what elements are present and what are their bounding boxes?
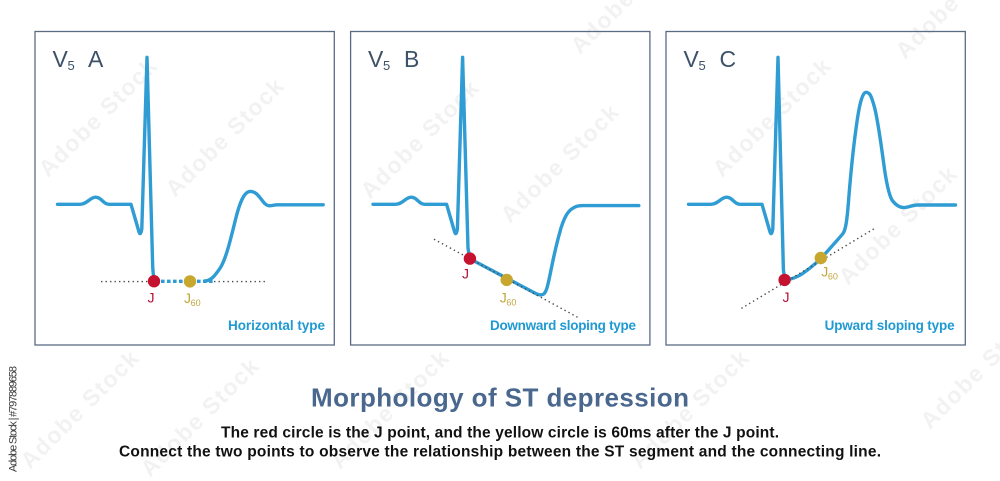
svg-text:Upward sloping type: Upward sloping type — [825, 318, 955, 333]
svg-text:J: J — [500, 290, 507, 306]
svg-text:Adobe Stock: Adobe Stock — [135, 352, 264, 481]
svg-text:V: V — [53, 46, 69, 72]
svg-text:C: C — [720, 46, 737, 72]
svg-text:5: 5 — [383, 58, 390, 73]
svg-text:B: B — [404, 46, 419, 72]
svg-text:J: J — [462, 266, 469, 282]
svg-text:Horizontal type: Horizontal type — [228, 318, 325, 333]
svg-text:A: A — [88, 46, 104, 72]
svg-text:Connect the two points to obse: Connect the two points to observe the re… — [119, 444, 881, 461]
svg-text:J: J — [783, 289, 790, 305]
svg-text:J: J — [184, 290, 191, 306]
svg-text:Adobe Stock: Adobe Stock — [833, 160, 962, 289]
svg-text:5: 5 — [699, 58, 706, 73]
svg-text:J: J — [821, 264, 828, 280]
svg-text:60: 60 — [191, 298, 201, 308]
svg-text:60: 60 — [506, 298, 516, 308]
svg-text:60: 60 — [828, 272, 838, 282]
svg-text:Morphology of ST depression: Morphology of ST depression — [311, 383, 689, 413]
svg-text:J: J — [148, 290, 155, 306]
svg-text:V: V — [368, 46, 384, 72]
svg-text:Adobe Stock | #797889658: Adobe Stock | #797889658 — [8, 366, 20, 472]
svg-text:Adobe Stock: Adobe Stock — [565, 0, 694, 59]
svg-text:Downward sloping type: Downward sloping type — [490, 318, 636, 333]
svg-text:Adobe Stock: Adobe Stock — [495, 98, 624, 227]
svg-text:Adobe Stock: Adobe Stock — [160, 72, 289, 201]
svg-text:5: 5 — [68, 58, 75, 73]
svg-text:The red circle is the J point,: The red circle is the J point, and the y… — [221, 425, 779, 442]
svg-text:V: V — [684, 46, 700, 72]
